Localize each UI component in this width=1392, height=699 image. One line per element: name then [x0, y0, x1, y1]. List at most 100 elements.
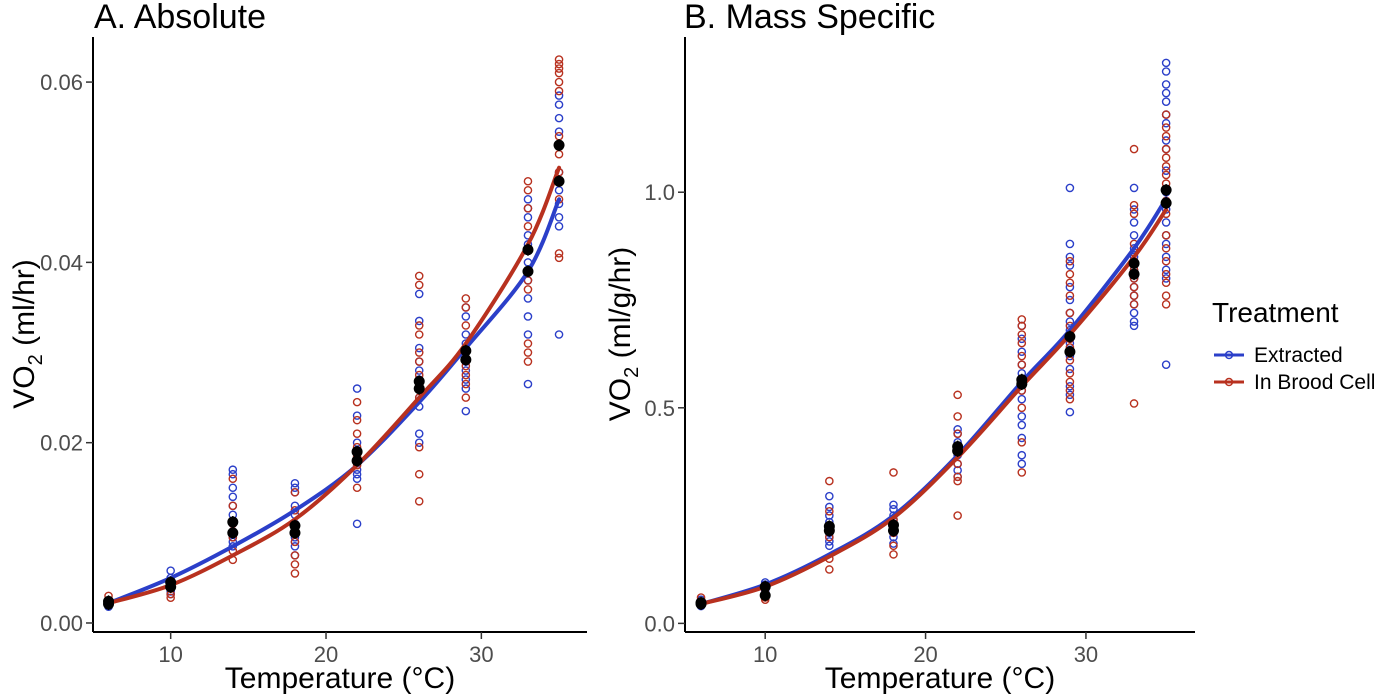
data-point-extracted	[554, 127, 564, 136]
data-point-in-brood-cell	[290, 560, 300, 569]
data-point-extracted	[889, 504, 898, 514]
data-point-extracted	[1065, 390, 1075, 400]
data-point-in-brood-cell	[953, 390, 962, 400]
panel-a-y-axis-title: VO2 (ml/hr)	[8, 259, 47, 408]
data-point-extracted	[523, 379, 533, 389]
data-point-extracted	[1065, 381, 1075, 391]
data-point-extracted	[1017, 334, 1027, 344]
data-point-in-brood-cell	[1065, 394, 1075, 404]
legend-item-in-brood-cell: In Brood Cell	[1214, 371, 1375, 394]
fit-line-in-brood-cell	[699, 207, 1169, 606]
data-point-in-brood-cell	[290, 487, 300, 497]
data-point-extracted	[461, 330, 471, 339]
legend-title: Treatment	[1212, 297, 1339, 328]
data-point-extracted	[414, 438, 424, 447]
data-point-in-brood-cell	[1017, 360, 1027, 369]
data-point-in-brood-cell	[554, 64, 564, 73]
data-point-in-brood-cell	[825, 506, 834, 516]
data-point-extracted	[352, 519, 362, 529]
data-point-in-brood-cell	[825, 565, 834, 574]
data-point-in-brood-cell	[1161, 144, 1171, 154]
mean-point	[1160, 184, 1172, 196]
data-point-in-brood-cell	[352, 397, 362, 407]
data-point-in-brood-cell	[414, 330, 424, 339]
data-point-in-brood-cell	[352, 483, 362, 493]
data-point-in-brood-cell	[523, 203, 533, 213]
mean-point	[522, 265, 534, 277]
fit-line-extracted	[106, 197, 562, 606]
data-point-in-brood-cell	[1065, 256, 1075, 266]
data-point-extracted	[352, 474, 362, 484]
data-point-in-brood-cell	[414, 496, 424, 506]
mean-point	[823, 520, 835, 532]
data-point-extracted	[414, 316, 424, 326]
mean-point	[952, 441, 964, 453]
data-point-extracted	[1065, 282, 1075, 292]
data-point-in-brood-cell	[554, 249, 564, 258]
data-point-in-brood-cell	[1065, 278, 1075, 288]
mean-point	[460, 345, 472, 357]
data-point-extracted	[166, 566, 175, 575]
legend-point-in-brood-cell	[1224, 377, 1234, 387]
mean-point	[289, 520, 301, 532]
data-point-in-brood-cell	[889, 541, 898, 551]
data-point-extracted	[1129, 308, 1139, 318]
mean-point	[1160, 197, 1172, 209]
y-tick-label: 0.0	[644, 611, 675, 636]
data-point-in-brood-cell	[1161, 170, 1171, 180]
data-point-extracted	[1017, 420, 1027, 430]
data-point-in-brood-cell	[554, 131, 564, 141]
data-point-extracted	[1065, 261, 1075, 270]
data-point-in-brood-cell	[1161, 153, 1171, 163]
data-point-extracted	[1129, 321, 1139, 331]
data-point-in-brood-cell	[1129, 399, 1139, 408]
data-point-extracted	[1129, 317, 1139, 326]
mean-point	[413, 375, 425, 387]
data-point-in-brood-cell	[1129, 200, 1139, 210]
data-point-in-brood-cell	[352, 415, 362, 425]
data-point-extracted	[1161, 58, 1171, 68]
data-point-extracted	[825, 502, 834, 512]
mean-point	[227, 527, 239, 539]
y-tick-label: 0.00	[40, 611, 83, 636]
mean-point	[351, 446, 363, 458]
y-tick-label: 1.0	[644, 180, 675, 205]
mean-point	[553, 139, 565, 151]
data-point-in-brood-cell	[290, 537, 300, 547]
mean-point	[1016, 374, 1028, 386]
data-point-extracted	[1161, 97, 1171, 106]
x-tick-label: 20	[913, 642, 937, 667]
data-point-extracted	[1017, 394, 1027, 404]
data-point-in-brood-cell	[953, 476, 962, 486]
mean-point	[1064, 331, 1076, 343]
data-point-extracted	[1161, 67, 1171, 76]
data-point-extracted	[1129, 183, 1139, 193]
data-point-in-brood-cell	[1017, 338, 1027, 348]
data-point-extracted	[1065, 295, 1075, 305]
x-tick-label: 10	[753, 642, 777, 667]
data-point-extracted	[1017, 412, 1027, 421]
data-point-extracted	[228, 483, 238, 493]
data-point-in-brood-cell	[461, 370, 471, 380]
data-point-extracted	[554, 100, 564, 109]
data-point-in-brood-cell	[1017, 330, 1027, 339]
data-point-extracted	[1161, 136, 1171, 145]
data-point-in-brood-cell	[523, 339, 533, 348]
data-point-in-brood-cell	[1065, 369, 1075, 378]
data-point-in-brood-cell	[1017, 437, 1027, 447]
data-point-in-brood-cell	[1161, 110, 1171, 119]
data-point-extracted	[228, 492, 238, 502]
data-point-in-brood-cell	[461, 321, 471, 330]
data-point-extracted	[1161, 118, 1171, 128]
data-point-extracted	[825, 537, 834, 546]
x-tick-label: 30	[469, 642, 493, 667]
y-tick-label: 0.04	[40, 250, 83, 275]
data-point-extracted	[461, 312, 471, 321]
legend-label-extracted: Extracted	[1254, 344, 1343, 367]
data-point-extracted	[1065, 252, 1075, 262]
data-point-extracted	[523, 213, 533, 222]
data-point-in-brood-cell	[461, 294, 471, 303]
data-point-extracted	[352, 384, 362, 393]
data-point-extracted	[228, 469, 238, 479]
